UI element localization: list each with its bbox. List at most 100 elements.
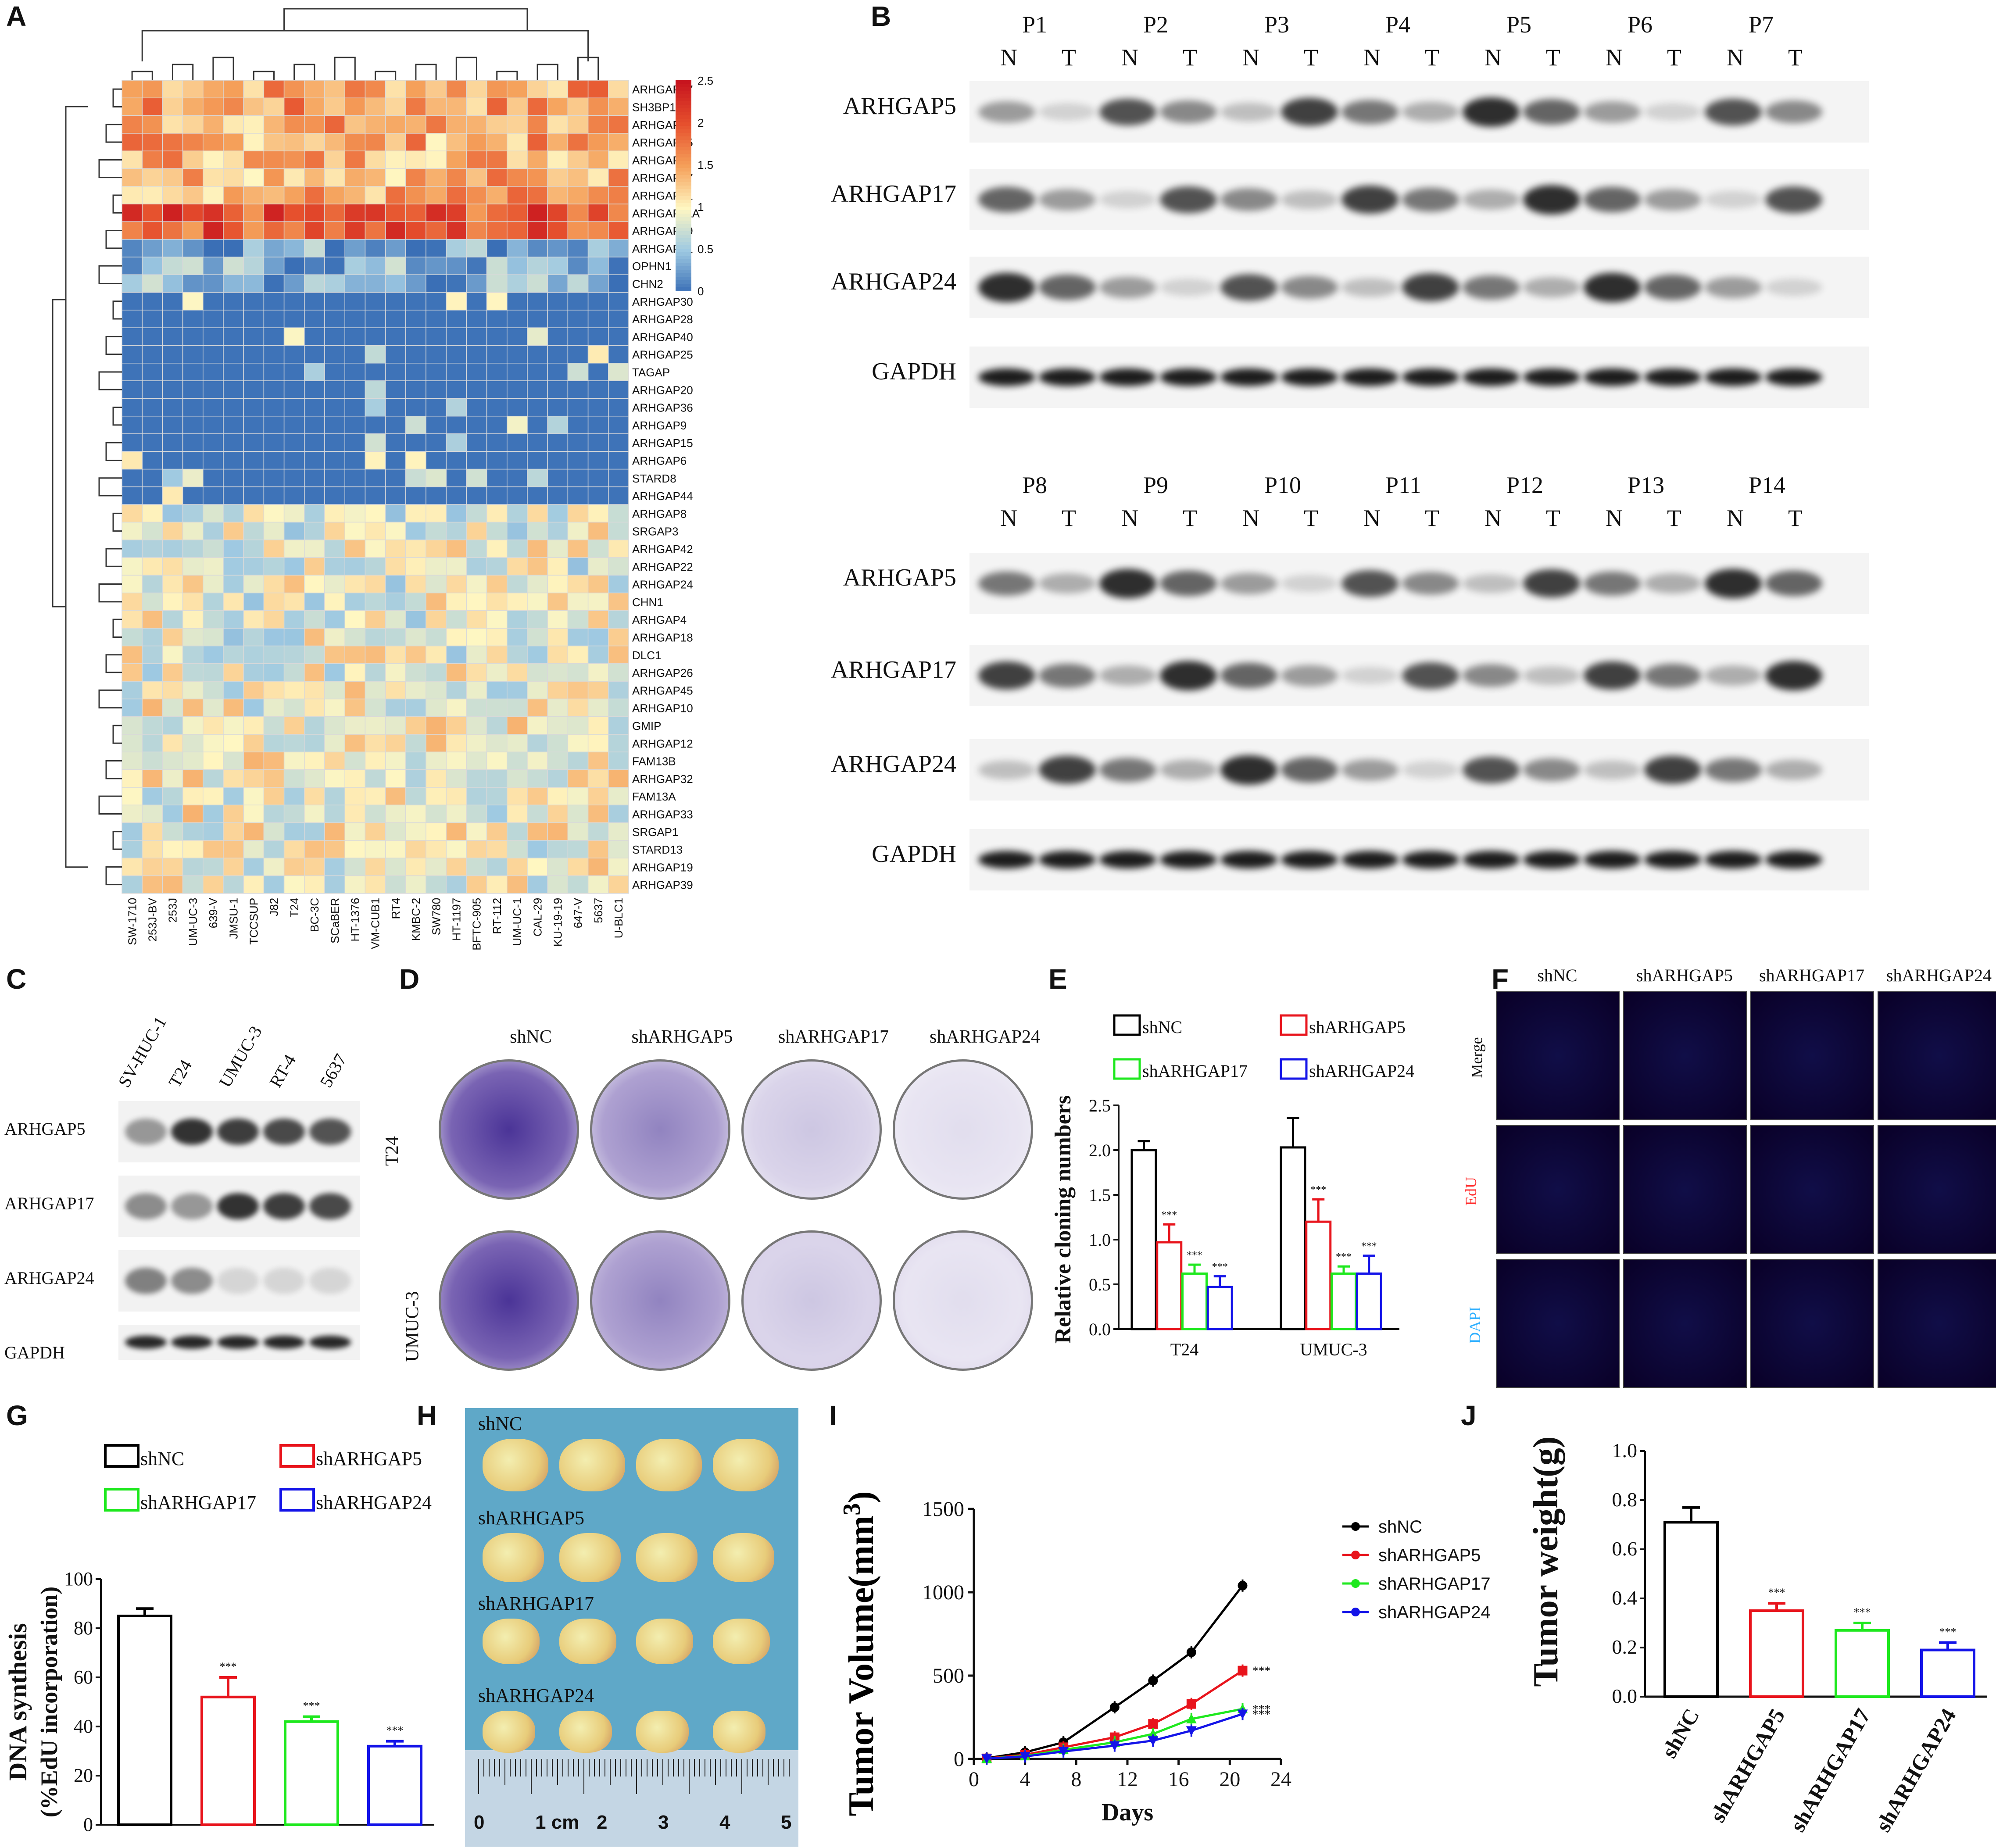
heatmap-cell	[567, 433, 589, 452]
gene-label: FAM13B	[632, 755, 676, 768]
heatmap-cell	[122, 840, 143, 858]
heatmap-cell	[344, 486, 366, 505]
heatmap-cell	[365, 415, 386, 434]
ruler-tick	[736, 1759, 737, 1777]
cell-line-label: HT-1376	[349, 898, 362, 942]
blot-band	[1523, 368, 1580, 386]
x-axis-label: Days	[1102, 1799, 1153, 1826]
blot-band	[1402, 273, 1459, 301]
heatmap-cell	[608, 168, 629, 187]
heatmap-cell	[426, 804, 447, 823]
heatmap-cell	[283, 257, 305, 275]
heatmap-cell	[263, 522, 285, 540]
heatmap-cell	[263, 663, 285, 682]
ruler-label: 0	[474, 1812, 485, 1833]
heatmap-cell	[283, 540, 305, 558]
heatmap-cell	[122, 398, 143, 417]
heatmap-cell	[162, 451, 183, 470]
heatmap-cell	[547, 540, 569, 558]
heatmap-cell	[142, 840, 163, 858]
y-tick-label: 80	[74, 1617, 93, 1639]
heatmap-cell	[263, 415, 285, 434]
colorbar-segment	[676, 266, 691, 270]
heatmap-cell	[283, 451, 305, 470]
heatmap-cell	[182, 398, 204, 417]
colorbar-segment	[676, 133, 691, 137]
heatmap-cell	[283, 239, 305, 257]
column-label: shARHGAP17	[778, 1027, 889, 1047]
colorbar-segment	[676, 284, 691, 288]
heatmap-cell	[203, 875, 224, 894]
heatmap-cell	[486, 415, 508, 434]
heatmap-cell	[203, 115, 224, 134]
heatmap-cell	[587, 204, 609, 222]
gene-label: ARHGAP39	[632, 879, 693, 892]
blot-band	[1765, 100, 1822, 123]
heatmap-cell	[486, 628, 508, 647]
heatmap-cell	[263, 681, 285, 700]
heatmap-cell	[385, 787, 406, 806]
lane-label-n: N	[1606, 44, 1623, 71]
colorbar-segment	[676, 231, 691, 235]
heatmap-cell	[223, 468, 244, 487]
heatmap-cell	[587, 292, 609, 311]
ruler-tick	[541, 1759, 542, 1777]
heatmap-cell	[304, 592, 325, 611]
heatmap-cell	[385, 415, 406, 434]
blot-row-label: ARHGAP24	[830, 268, 956, 295]
heatmap-cell	[426, 787, 447, 806]
heatmap-cell	[182, 310, 204, 328]
dendrogram-branch	[212, 57, 234, 80]
heatmap-cell	[486, 468, 508, 487]
heatmap-cell	[547, 257, 569, 275]
blot-band	[1402, 187, 1459, 212]
heatmap-cell	[182, 804, 204, 823]
patient-label: P3	[1264, 11, 1290, 38]
heatmap-cell	[365, 292, 386, 311]
ruler-tick	[610, 1759, 611, 1785]
heatmap-cell	[587, 698, 609, 717]
blot-row-label: ARHGAP24	[830, 751, 956, 778]
heatmap-cell	[142, 645, 163, 664]
heatmap-cell	[426, 239, 447, 257]
blot-band	[1705, 851, 1762, 869]
heatmap-cell	[223, 540, 244, 558]
blot-band	[1523, 185, 1580, 214]
dendrogram-branch	[112, 831, 122, 850]
ruler-tick	[689, 1759, 690, 1794]
blot-band	[1584, 571, 1641, 596]
heatmap-cell	[385, 557, 406, 576]
heatmap-cell	[223, 257, 244, 275]
heatmap-cell	[365, 522, 386, 540]
y-tick-label: 0.0	[1612, 1685, 1638, 1707]
heatmap-cell	[587, 274, 609, 293]
heatmap-cell	[263, 486, 285, 505]
lane-label-t: T	[1667, 505, 1681, 531]
heatmap-cell	[182, 592, 204, 611]
tumor-specimen	[636, 1619, 693, 1664]
heatmap-cell	[587, 751, 609, 770]
heatmap-cell	[547, 80, 569, 99]
heatmap-cell	[283, 115, 305, 134]
heatmap-cell	[142, 97, 163, 116]
blot-band	[1463, 756, 1520, 783]
heatmap-cell	[466, 751, 487, 770]
heatmap-cell	[466, 610, 487, 629]
blot-band	[1523, 99, 1580, 125]
heatmap-cell	[344, 592, 366, 611]
heatmap-cell	[283, 97, 305, 116]
heatmap-cell	[203, 592, 224, 611]
blot-band	[1039, 756, 1096, 784]
blot-band	[1160, 100, 1217, 123]
heatmap-cell	[263, 628, 285, 647]
tumor-specimen	[636, 1711, 689, 1753]
heatmap-cell	[304, 698, 325, 717]
significance-mark: ***	[1161, 1209, 1177, 1221]
heatmap-cell	[587, 769, 609, 788]
heatmap-cell	[162, 858, 183, 876]
cell-line-label: KU-19-19	[551, 898, 565, 947]
heatmap-cell	[263, 787, 285, 806]
gene-label: ARHGAP24	[632, 578, 693, 591]
dendrogram-branch	[105, 442, 122, 461]
heatmap-cell	[547, 433, 569, 452]
